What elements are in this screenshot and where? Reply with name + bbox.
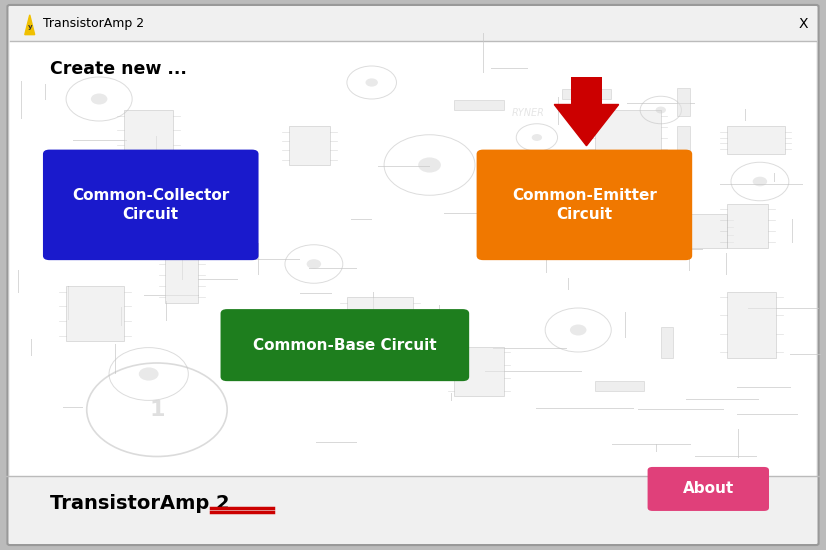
Bar (677, 126, 690, 154)
Bar (727, 292, 776, 358)
Circle shape (306, 259, 321, 269)
Bar (595, 110, 661, 154)
FancyBboxPatch shape (221, 309, 469, 381)
Text: Create new ...: Create new ... (50, 60, 187, 78)
FancyBboxPatch shape (43, 150, 259, 260)
Bar (595, 381, 644, 390)
Text: Common-Emitter
Circuit: Common-Emitter Circuit (512, 188, 657, 222)
Bar (661, 327, 673, 358)
Bar (124, 110, 173, 165)
Circle shape (91, 94, 107, 104)
Bar (165, 258, 198, 303)
FancyBboxPatch shape (10, 6, 816, 41)
Text: y: y (27, 25, 32, 30)
Bar (677, 88, 690, 116)
Bar (289, 364, 335, 374)
Text: Common-Collector
Circuit: Common-Collector Circuit (72, 188, 230, 222)
Circle shape (139, 367, 159, 381)
Circle shape (418, 157, 441, 173)
Bar (347, 297, 413, 330)
FancyBboxPatch shape (7, 5, 819, 545)
FancyBboxPatch shape (10, 476, 816, 543)
Circle shape (752, 177, 767, 186)
FancyBboxPatch shape (477, 150, 692, 260)
Polygon shape (25, 15, 35, 35)
Text: Common-Base Circuit: Common-Base Circuit (253, 338, 437, 353)
FancyBboxPatch shape (10, 41, 816, 476)
Circle shape (532, 134, 542, 141)
Bar (454, 100, 504, 110)
Text: RYNER: RYNER (512, 107, 545, 118)
Circle shape (365, 78, 378, 86)
Bar (562, 89, 611, 99)
Text: TransistorAmp 2: TransistorAmp 2 (50, 494, 229, 514)
Polygon shape (554, 104, 619, 146)
Bar (496, 192, 553, 220)
Circle shape (225, 205, 238, 213)
Bar (644, 214, 727, 248)
Bar (571, 77, 602, 104)
Bar (727, 126, 785, 154)
Bar (677, 165, 690, 192)
Circle shape (570, 324, 586, 336)
Bar (66, 286, 124, 341)
Bar (66, 182, 116, 248)
Text: X: X (798, 16, 808, 31)
Bar (454, 346, 504, 396)
Text: 1: 1 (150, 400, 164, 420)
Text: About: About (682, 481, 734, 497)
Circle shape (656, 107, 666, 113)
Bar (727, 204, 768, 248)
FancyBboxPatch shape (648, 467, 769, 511)
Bar (289, 126, 330, 165)
Text: TransistorAmp 2: TransistorAmp 2 (43, 17, 144, 30)
